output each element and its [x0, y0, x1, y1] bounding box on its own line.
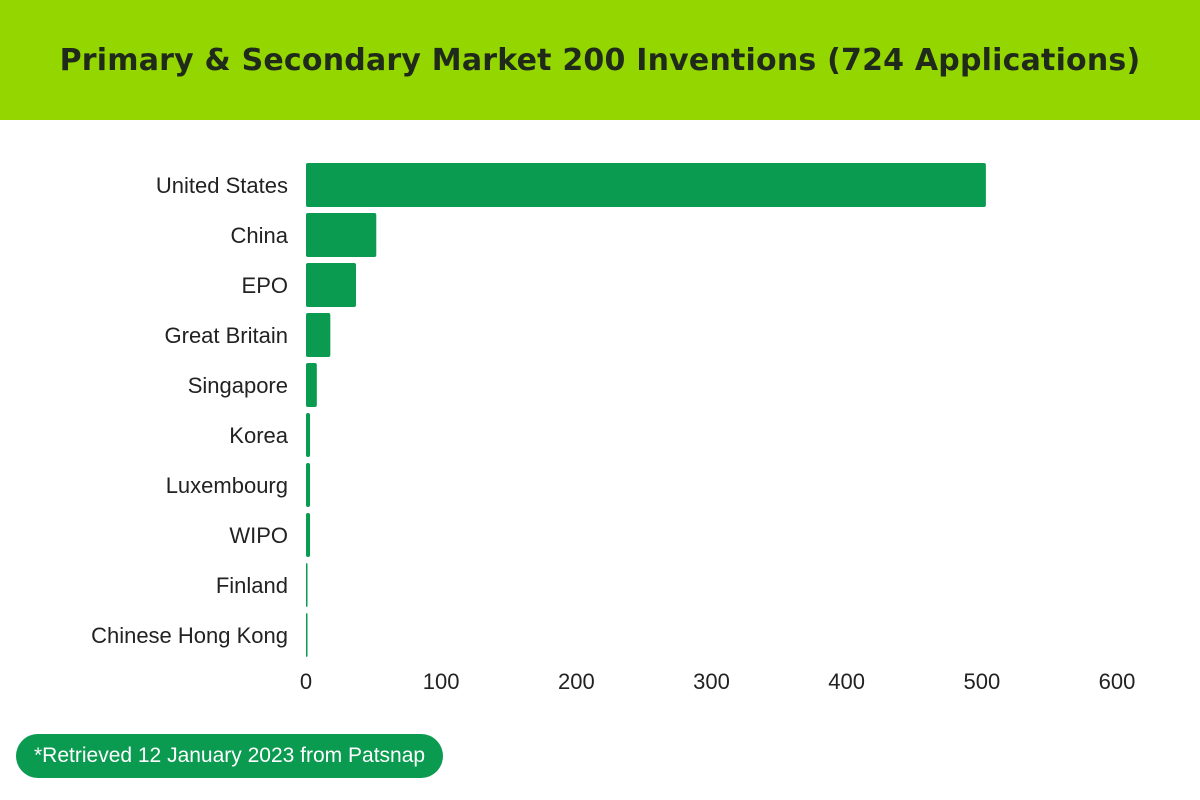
- bar-chart: United States China EPO Great Britain Singap…: [91, 163, 1135, 694]
- category-label: WIPO: [229, 523, 288, 548]
- category-label: Singapore: [188, 373, 288, 398]
- x-tick-label: 200: [558, 669, 595, 694]
- chart-title: Primary & Secondary Market 200 Invention…: [59, 42, 1141, 78]
- bars-layer: [306, 163, 986, 657]
- x-tick-label: 500: [963, 669, 1000, 694]
- category-label: EPO: [242, 273, 288, 298]
- category-label: China: [231, 223, 289, 248]
- bar-luxembourg: [306, 463, 311, 507]
- bar-chinese-hong-kong: [306, 613, 308, 657]
- bar-finland: [306, 563, 308, 607]
- category-label: Korea: [229, 423, 288, 448]
- category-labels: United States China EPO Great Britain Singap…: [91, 173, 289, 648]
- x-tick-label: 600: [1099, 669, 1136, 694]
- x-tick-label: 300: [693, 669, 730, 694]
- x-axis-ticks: 0 100 200 300 400 500 600: [300, 669, 1135, 694]
- bar-epo: [306, 263, 357, 307]
- category-label: Chinese Hong Kong: [91, 623, 288, 648]
- category-label: Great Britain: [165, 323, 289, 348]
- bar-singapore: [306, 363, 317, 407]
- source-footnote-text: *Retrieved 12 January 2023 from Patsnap: [34, 744, 426, 767]
- bar-united-states: [306, 163, 986, 207]
- chart-header: Primary & Secondary Market 200 Invention…: [0, 0, 1200, 120]
- x-tick-label: 400: [828, 669, 865, 694]
- category-label: United States: [156, 173, 288, 198]
- x-tick-label: 100: [423, 669, 460, 694]
- category-label: Luxembourg: [166, 473, 288, 498]
- source-footnote: *Retrieved 12 January 2023 from Patsnap: [16, 734, 444, 778]
- bar-wipo: [306, 513, 311, 557]
- bar-korea: [306, 413, 311, 457]
- x-tick-label: 0: [300, 669, 312, 694]
- category-label: Finland: [216, 573, 288, 598]
- bar-china: [306, 213, 377, 257]
- bar-great-britain: [306, 313, 331, 357]
